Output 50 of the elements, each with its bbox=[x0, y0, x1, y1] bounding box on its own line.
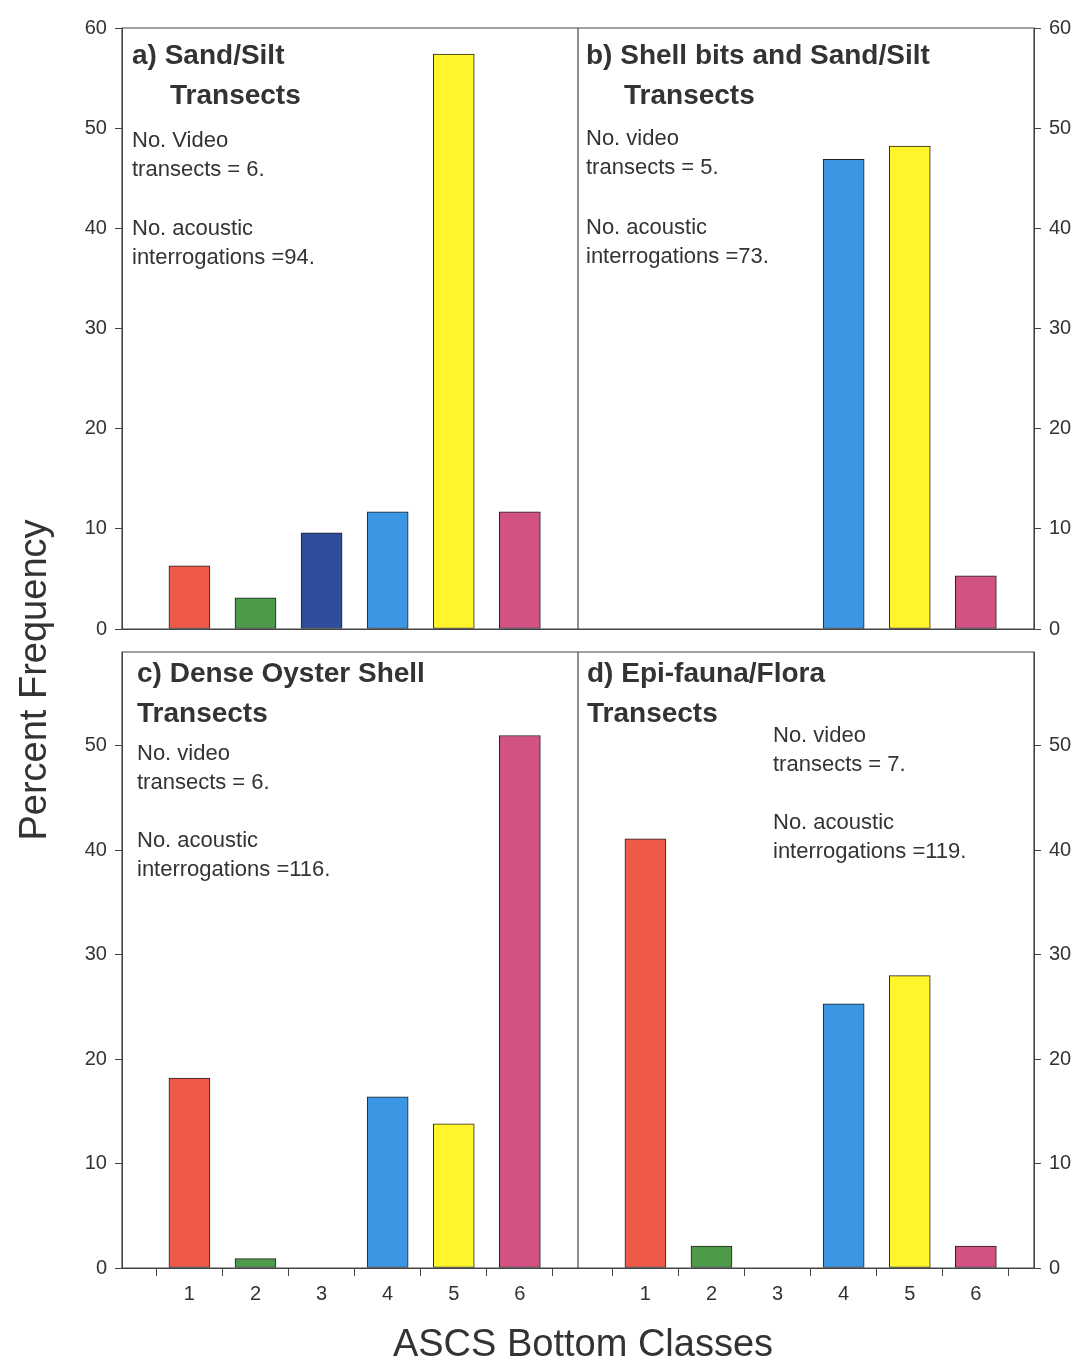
y-tick-label: 50 bbox=[84, 733, 107, 756]
x-axis-title: ASCS Bottom Classes bbox=[392, 1322, 774, 1365]
y-tick-label: 60 bbox=[84, 15, 107, 38]
x-tick-label: 5 bbox=[904, 1281, 916, 1304]
y-tick-label: 20 bbox=[1049, 1046, 1072, 1069]
annotation: No. Video transects = 6. bbox=[132, 126, 265, 183]
y-tick-label: 50 bbox=[84, 115, 107, 138]
y-tick-label: 10 bbox=[1049, 516, 1072, 539]
y-tick-label: 30 bbox=[1049, 316, 1072, 339]
x-tick-label: 1 bbox=[639, 1281, 651, 1304]
y-tick-label: 60 bbox=[1049, 15, 1072, 38]
annotation: No. acoustic interrogations =73. bbox=[586, 213, 769, 270]
y-tick-label: 30 bbox=[84, 942, 107, 965]
annotation: No. acoustic interrogations =119. bbox=[773, 808, 967, 865]
annotation: No. video transects = 6. bbox=[137, 739, 270, 796]
y-tick-label: 0 bbox=[95, 1255, 107, 1278]
text: a) Sand/Silt Transects bbox=[132, 38, 302, 112]
y-tick-label: 10 bbox=[84, 516, 107, 539]
y-tick-label: 0 bbox=[1049, 1255, 1061, 1278]
x-tick-label: 2 bbox=[705, 1281, 718, 1304]
y-tick-label: 40 bbox=[1049, 837, 1072, 860]
x-tick-label: 6 bbox=[514, 1281, 526, 1304]
x-tick-label: 4 bbox=[382, 1281, 394, 1304]
y-tick-label: 40 bbox=[84, 837, 107, 860]
x-tick-label: 4 bbox=[838, 1281, 850, 1304]
y-tick-label: 20 bbox=[1049, 416, 1072, 439]
y-tick-label: 0 bbox=[1049, 616, 1061, 639]
y-tick-label: 10 bbox=[1049, 1151, 1072, 1174]
y-tick-label: 10 bbox=[84, 1151, 107, 1174]
y-tick-label: 30 bbox=[84, 316, 107, 339]
x-tick-label: 1 bbox=[183, 1281, 195, 1304]
annotation: No. video transects = 5. bbox=[586, 124, 719, 181]
x-tick-label: 6 bbox=[970, 1281, 982, 1304]
y-tick-label: 30 bbox=[1049, 942, 1072, 965]
x-tick-label: 2 bbox=[249, 1281, 262, 1304]
x-tick-label: 5 bbox=[448, 1281, 460, 1304]
y-tick-label: 20 bbox=[84, 416, 107, 439]
x-tick-label: 3 bbox=[772, 1281, 784, 1304]
y-tick-label: 40 bbox=[84, 215, 107, 238]
text: c) Dense Oyster Shell Transects bbox=[137, 656, 426, 730]
annotation: No. acoustic interrogations =94. bbox=[132, 214, 315, 271]
text: b) Shell bits and Sand/Silt Transects bbox=[586, 39, 930, 110]
y-tick-label: 50 bbox=[1049, 733, 1072, 756]
annotation: No. acoustic interrogations =116. bbox=[137, 826, 331, 883]
y-tick-label: 20 bbox=[84, 1046, 107, 1069]
y-tick-label: 50 bbox=[1049, 115, 1072, 138]
y-tick-label: 0 bbox=[95, 616, 107, 639]
x-tick-label: 3 bbox=[316, 1281, 328, 1304]
y-axis-title: Percent Frequency bbox=[11, 519, 55, 841]
y-tick-label: 40 bbox=[1049, 215, 1072, 238]
